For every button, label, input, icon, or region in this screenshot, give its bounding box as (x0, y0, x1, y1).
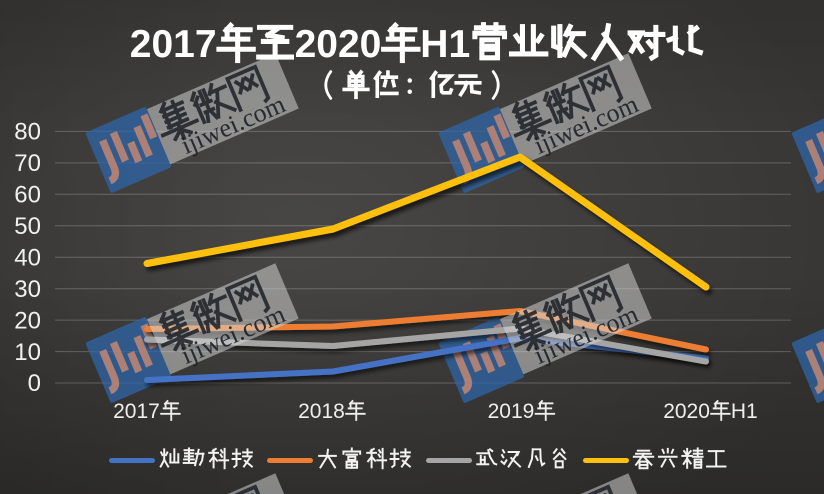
svg-text:40: 40 (14, 244, 41, 271)
svg-text:2019: 2019 (488, 400, 535, 423)
svg-text:H1: H1 (420, 23, 470, 66)
svg-text:2020: 2020 (295, 23, 382, 66)
svg-text:60: 60 (14, 182, 41, 209)
svg-text:20: 20 (14, 307, 41, 334)
svg-text:H1: H1 (731, 400, 758, 423)
svg-text:50: 50 (14, 213, 41, 240)
svg-text:10: 10 (14, 339, 41, 366)
svg-text:2018: 2018 (298, 400, 345, 423)
svg-text:2017: 2017 (113, 400, 160, 423)
svg-text:2020: 2020 (663, 400, 710, 423)
svg-text:30: 30 (14, 276, 41, 303)
svg-text:70: 70 (14, 150, 41, 177)
svg-text:2017: 2017 (130, 23, 217, 66)
svg-text:0: 0 (28, 370, 41, 397)
svg-text:80: 80 (14, 119, 41, 146)
